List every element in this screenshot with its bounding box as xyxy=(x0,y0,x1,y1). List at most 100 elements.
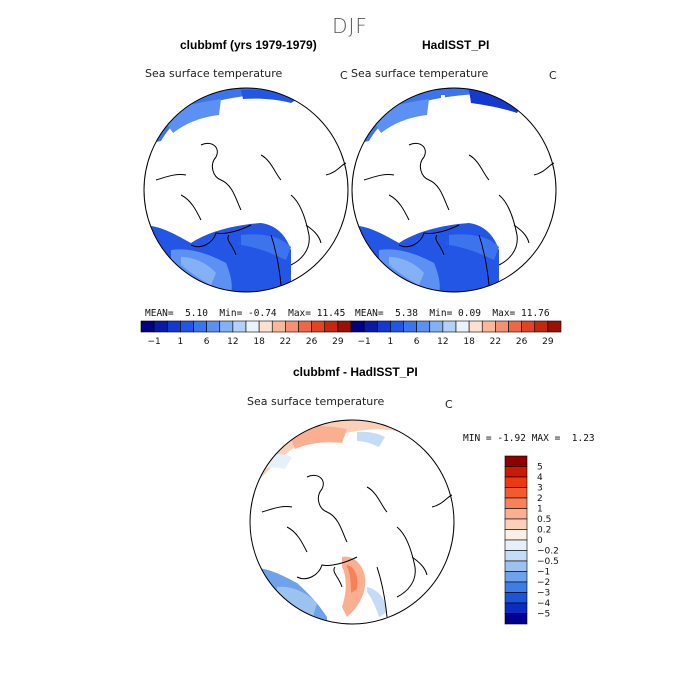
diff-polar-map xyxy=(249,419,455,625)
diff-colorbar-tick-label-10: −1 xyxy=(537,568,550,578)
colorbar-0-swatch-6 xyxy=(219,320,234,333)
diff-colorbar-swatch-4 xyxy=(504,497,528,509)
colorbar-1-swatch-0 xyxy=(350,320,365,333)
panel-1-min-label: Min= xyxy=(219,308,243,319)
panel-2-mean-label: MEAN= xyxy=(355,308,384,319)
colorbar-1-swatch-10 xyxy=(481,320,496,333)
colorbar-1-swatch-4 xyxy=(403,320,417,333)
diff-colorbar-tick-label-9: −0.5 xyxy=(537,557,559,567)
colorbar-1-swatch-13 xyxy=(521,320,536,333)
panel-1-mean-value: 5.10 xyxy=(185,308,208,319)
colorbar-1-tick-label-7: 29 xyxy=(542,337,554,347)
panel-2-colorbar: −1 1 6 12 18 22 26 29 xyxy=(350,320,562,347)
diff-colorbar-swatch-13 xyxy=(504,592,528,604)
diff-colorbar-swatch-8 xyxy=(504,539,528,551)
colorbar-1-swatch-9 xyxy=(468,320,483,333)
diff-panel-units-label: C xyxy=(445,398,453,411)
panel-2-sst-field xyxy=(352,88,556,292)
colorbar-1-tick-label-3: 12 xyxy=(437,337,448,347)
diff-panel-stats: MIN = -1.92 MAX = 1.23 xyxy=(463,433,595,444)
diff-colorbar-swatch-14 xyxy=(504,602,528,614)
diff-colorbar-swatch-5 xyxy=(504,508,528,520)
colorbar-0-tick-label-7: 29 xyxy=(332,337,344,347)
colorbar-1-swatch-14 xyxy=(534,320,549,333)
diff-colorbar-swatch-6 xyxy=(504,518,528,530)
colorbar-1-swatch-2 xyxy=(376,320,391,333)
panel-1-sst-field xyxy=(144,88,348,292)
diff-colorbar-tick-label-5: 0.5 xyxy=(537,515,551,525)
panel-1-colorbar: −1 1 6 12 18 22 26 29 xyxy=(140,320,352,347)
diff-colorbar-swatch-12 xyxy=(504,581,528,593)
colorbar-1-swatch-5 xyxy=(416,320,431,333)
colorbar-0-tick-label-1: 1 xyxy=(178,337,184,347)
colorbar-0-tick-label-6: 26 xyxy=(306,337,318,347)
panel-2-title: HadISST_PI xyxy=(422,38,490,52)
colorbar-1-swatch-15 xyxy=(547,320,562,333)
colorbar-0-swatch-14 xyxy=(324,320,339,333)
panel-2-max-value: 11.76 xyxy=(521,308,550,319)
colorbar-1-swatch-8 xyxy=(455,320,470,333)
colorbar-1-tick-label-2: 6 xyxy=(414,337,420,347)
panel-1-title: clubbmf (yrs 1979-1979) xyxy=(180,38,317,52)
colorbar-0-tick-label-0: −1 xyxy=(147,337,160,347)
colorbar-0-tick-label-3: 12 xyxy=(227,337,238,347)
diff-max-value: 1.23 xyxy=(571,433,595,444)
colorbar-1-tick-label-1: 1 xyxy=(388,337,394,347)
diff-colorbar-swatch-1 xyxy=(504,466,528,478)
diff-min-value: -1.92 xyxy=(497,433,526,444)
colorbar-0-swatch-3 xyxy=(180,320,194,333)
diff-colorbar-swatch-0 xyxy=(504,455,528,467)
colorbar-0-swatch-4 xyxy=(193,320,207,333)
diff-colorbar-swatch-2 xyxy=(504,476,528,488)
diff-colorbar-tick-label-2: 3 xyxy=(537,484,543,494)
colorbar-1-swatch-7 xyxy=(442,320,457,333)
diff-colorbar-swatch-3 xyxy=(504,487,528,499)
colorbar-1-swatch-1 xyxy=(363,320,378,333)
diff-colorbar-swatch-7 xyxy=(504,529,528,541)
panel-1-coastlines xyxy=(155,142,347,286)
panel-2-units-label: C xyxy=(549,69,557,82)
colorbar-0-swatch-2 xyxy=(166,320,181,333)
diff-colorbar-tick-label-12: −3 xyxy=(537,589,550,599)
diff-colorbar-tick-label-4: 1 xyxy=(537,505,543,515)
panel-1-stats: MEAN= 5.10 Min= -0.74 Max= 11.45 xyxy=(145,308,345,319)
diff-colorbar-tick-label-8: −0.2 xyxy=(537,547,559,557)
colorbar-1-tick-label-0: −1 xyxy=(357,337,370,347)
diff-colorbar-tick-label-11: −2 xyxy=(537,578,550,588)
panel-2-variable-label: Sea surface temperature xyxy=(351,67,489,80)
panel-1-min-value: -0.74 xyxy=(248,308,277,319)
panel-1-max-value: 11.45 xyxy=(316,308,346,319)
diff-coastlines xyxy=(261,474,453,618)
panel-1-max-label: Max= xyxy=(288,308,311,319)
panel-2-min-value: 0.09 xyxy=(458,308,481,319)
diff-panel-variable-label: Sea surface temperature xyxy=(247,395,385,408)
diff-colorbar-tick-label-1: 4 xyxy=(537,473,543,483)
colorbar-1-swatch-3 xyxy=(390,320,404,333)
colorbar-1-swatch-12 xyxy=(508,320,522,333)
diff-colorbar-swatch-10 xyxy=(504,560,528,572)
diff-colorbar-tick-label-13: −4 xyxy=(537,599,551,609)
colorbar-0-tick-label-2: 6 xyxy=(204,337,210,347)
panel-2-mean-value: 5.38 xyxy=(395,308,418,319)
diff-colorbar-swatch-11 xyxy=(504,571,528,583)
panel-2-stats: MEAN= 5.38 Min= 0.09 Max= 11.76 xyxy=(355,308,550,319)
panel-1-units-label: C xyxy=(340,69,348,82)
panel-1-variable-label: Sea surface temperature xyxy=(145,67,283,80)
diff-colorbar-tick-label-14: −5 xyxy=(537,610,550,620)
season-title: DJF xyxy=(332,14,368,38)
panel-2-min-label: Min= xyxy=(429,308,453,319)
colorbar-0-swatch-7 xyxy=(232,320,247,333)
colorbar-0-swatch-1 xyxy=(153,320,168,333)
colorbar-0-swatch-5 xyxy=(206,320,221,333)
panel-1-mean-label: MEAN= xyxy=(145,308,174,319)
colorbar-0-swatch-11 xyxy=(285,320,299,333)
panel-2-coastlines xyxy=(363,142,555,286)
colorbar-1-tick-label-4: 18 xyxy=(463,337,475,347)
diff-colorbar-tick-label-3: 2 xyxy=(537,494,543,504)
diff-min-label: MIN = xyxy=(463,433,492,444)
diff-sst-field xyxy=(250,420,454,624)
panel-1-polar-map xyxy=(143,87,349,293)
diff-colorbar-swatch-15 xyxy=(504,613,528,625)
diff-panel-title: clubbmf - HadISST_PI xyxy=(293,365,418,379)
